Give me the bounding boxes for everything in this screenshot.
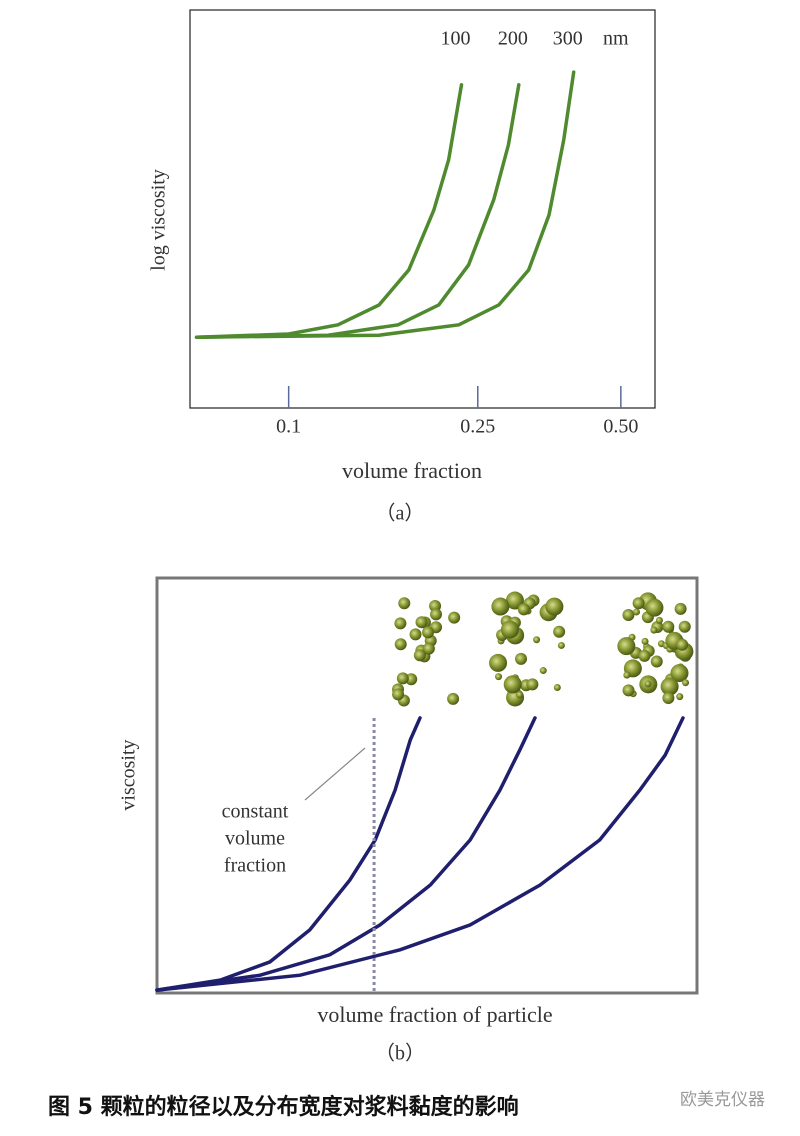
- particle: [394, 638, 407, 651]
- particle: [398, 597, 411, 610]
- particle: [517, 603, 530, 616]
- particle: [553, 683, 561, 691]
- curve: [155, 716, 537, 992]
- particle: [622, 684, 635, 697]
- x-tick-label: 0.1: [276, 416, 301, 438]
- particle: [539, 667, 547, 675]
- x-tick-label: 0.50: [603, 416, 638, 438]
- y-axis-label: viscosity: [118, 739, 140, 810]
- particle: [622, 608, 635, 621]
- plot-frame: [189, 9, 656, 409]
- particle: [448, 611, 461, 624]
- y-axis-label: log viscosity: [148, 169, 170, 271]
- particle: [392, 688, 405, 701]
- particle: [409, 628, 422, 641]
- particle: [670, 664, 689, 683]
- curve: [194, 70, 576, 339]
- particle: [422, 642, 435, 655]
- particle: [413, 649, 426, 662]
- particle: [516, 691, 524, 699]
- particle: [682, 679, 690, 687]
- particle: [641, 637, 649, 645]
- particle: [678, 620, 691, 633]
- particle: [491, 597, 510, 616]
- particle: [515, 652, 528, 665]
- particle: [557, 641, 565, 649]
- particle: [662, 692, 675, 705]
- particle: [623, 671, 631, 679]
- particle: [394, 617, 407, 630]
- particle: [396, 672, 409, 685]
- particle: [489, 653, 508, 672]
- particle: [447, 692, 460, 705]
- leader-line: [304, 747, 366, 801]
- particle: [638, 649, 651, 662]
- particle: [644, 680, 652, 688]
- caption: 图 5 颗粒的粒径以及分布宽度对浆料黏度的影响: [48, 1094, 519, 1120]
- particle: [430, 608, 443, 621]
- particle: [676, 638, 689, 651]
- particle: [415, 616, 428, 629]
- particle: [495, 673, 503, 681]
- curve: [194, 83, 464, 339]
- panel-label: （b）: [375, 1042, 425, 1065]
- x-tick-label: 0.25: [460, 416, 495, 438]
- x-axis-label: volume fraction of particle: [317, 1002, 552, 1027]
- particle: [422, 626, 435, 639]
- particle: [645, 598, 664, 617]
- particle: [526, 678, 539, 691]
- curve: [155, 716, 422, 992]
- plot-frame: [155, 576, 699, 995]
- legend-label: 300: [553, 28, 583, 50]
- particle: [533, 636, 541, 644]
- unit-label: nm: [603, 28, 629, 50]
- particle: [650, 626, 658, 634]
- curve: [194, 83, 521, 339]
- particle: [632, 597, 645, 610]
- legend-label: 200: [498, 28, 528, 50]
- legend-label: 100: [440, 28, 470, 50]
- particle: [662, 620, 675, 633]
- particle: [617, 637, 636, 656]
- particle: [660, 677, 679, 696]
- x-axis-label: volume fraction: [342, 458, 482, 483]
- particle: [676, 693, 684, 701]
- particle: [650, 655, 663, 668]
- annotation: volume: [225, 828, 285, 850]
- annotation: constant: [222, 801, 289, 823]
- curve: [155, 716, 685, 992]
- watermark: 欧美克仪器: [680, 1090, 765, 1110]
- particle: [674, 602, 687, 615]
- particle: [655, 616, 663, 624]
- particle: [500, 620, 519, 639]
- annotation: fraction: [224, 855, 286, 877]
- panel-label: （a）: [376, 502, 425, 525]
- particle: [545, 597, 564, 616]
- particle: [632, 608, 640, 616]
- particle: [505, 591, 524, 610]
- particle: [553, 625, 566, 638]
- particle: [503, 675, 522, 694]
